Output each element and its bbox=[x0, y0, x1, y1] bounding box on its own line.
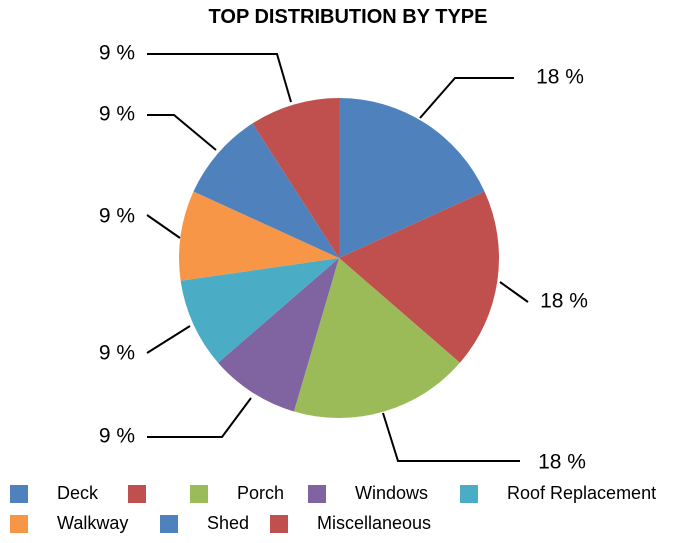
legend-swatch bbox=[460, 485, 478, 503]
data-label: 18 % bbox=[536, 66, 584, 89]
legend-label: Shed bbox=[207, 513, 250, 533]
data-label: 18 % bbox=[538, 451, 586, 474]
legend-row-1: Deck Porch Windows Roof Replacement bbox=[10, 483, 690, 513]
pie-slice-shed[interactable] bbox=[193, 123, 339, 259]
pie-slice-miscellaneous[interactable] bbox=[252, 98, 340, 258]
pie-slice-deck[interactable] bbox=[339, 98, 485, 258]
chart-title: TOP DISTRIBUTION BY TYPE bbox=[208, 6, 488, 28]
leader-line bbox=[499, 281, 529, 303]
legend: Deck Porch Windows Roof Replacement Walk… bbox=[10, 483, 690, 543]
leader-line bbox=[419, 77, 514, 119]
data-label: 9 % bbox=[99, 342, 135, 365]
data-label: 9 % bbox=[99, 42, 135, 65]
legend-swatch bbox=[128, 485, 146, 503]
legend-swatch bbox=[270, 515, 288, 533]
pie-slice-windows[interactable] bbox=[218, 258, 339, 412]
legend-label: Porch bbox=[237, 483, 285, 503]
legend-label: Roof Replacement bbox=[507, 483, 657, 503]
legend-swatch bbox=[10, 515, 28, 533]
data-label: 9 % bbox=[99, 425, 135, 448]
pie-slice-walkway[interactable] bbox=[179, 191, 339, 281]
leader-line bbox=[147, 397, 252, 438]
leader-line bbox=[146, 214, 181, 239]
legend-swatch bbox=[190, 485, 208, 503]
pie-slice-roof-replacement[interactable] bbox=[180, 258, 339, 363]
legend-swatch bbox=[160, 515, 178, 533]
legend-label: Windows bbox=[355, 483, 429, 503]
legend-label: Walkway bbox=[57, 513, 129, 533]
legend-row-2: Walkway Shed Miscellaneous bbox=[10, 513, 690, 543]
pie-slice-unnamed[interactable] bbox=[339, 191, 500, 363]
leader-line bbox=[146, 325, 191, 354]
legend-label: Deck bbox=[57, 483, 99, 503]
leader-line bbox=[147, 53, 292, 103]
legend-label: Miscellaneous bbox=[317, 513, 432, 533]
leader-line bbox=[382, 412, 520, 462]
data-label: 18 % bbox=[540, 290, 588, 313]
legend-swatch bbox=[308, 485, 326, 503]
legend-swatch bbox=[10, 485, 28, 503]
data-label: 9 % bbox=[99, 103, 135, 126]
leader-line bbox=[147, 114, 217, 151]
data-label: 9 % bbox=[99, 205, 135, 228]
pie-slice-porch[interactable] bbox=[293, 258, 460, 419]
